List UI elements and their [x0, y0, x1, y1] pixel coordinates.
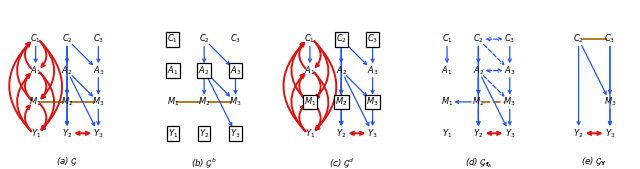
Text: $C_2$: $C_2$ — [61, 33, 72, 45]
Text: (b) $\mathcal{G}^b$: (b) $\mathcal{G}^b$ — [191, 156, 217, 169]
Text: $A_2$: $A_2$ — [61, 64, 73, 77]
Text: $A_2$: $A_2$ — [335, 64, 347, 77]
Text: $M_3$: $M_3$ — [366, 96, 379, 108]
Text: $Y_2$: $Y_2$ — [336, 127, 346, 140]
Text: $Y_2$: $Y_2$ — [573, 127, 584, 140]
Text: $Y_1$: $Y_1$ — [31, 127, 41, 140]
Text: $A_2$: $A_2$ — [198, 64, 210, 77]
Text: $M_2$: $M_2$ — [61, 96, 73, 108]
Text: $M_2$: $M_2$ — [335, 96, 348, 108]
Text: $C_2$: $C_2$ — [573, 33, 584, 45]
Text: $M_2$: $M_2$ — [472, 96, 484, 108]
Text: $A_1$: $A_1$ — [167, 64, 179, 77]
Text: $M_3$: $M_3$ — [92, 96, 104, 108]
Text: $C_3$: $C_3$ — [604, 33, 616, 45]
Text: $C_3$: $C_3$ — [230, 33, 241, 45]
Text: $M_1$: $M_1$ — [29, 96, 42, 108]
Text: (d) $\mathcal{G}_{\mathbf{f}_A}$: (d) $\mathcal{G}_{\mathbf{f}_A}$ — [465, 156, 492, 169]
Text: $A_3$: $A_3$ — [367, 64, 378, 77]
Text: $M_1$: $M_1$ — [166, 96, 179, 108]
Text: $M_1$: $M_1$ — [441, 96, 453, 108]
Text: (a) $\mathcal{G}$: (a) $\mathcal{G}$ — [56, 156, 78, 168]
Text: $A_1$: $A_1$ — [442, 64, 452, 77]
Text: $M_2$: $M_2$ — [198, 96, 211, 108]
Text: $C_2$: $C_2$ — [473, 33, 484, 45]
Text: $C_1$: $C_1$ — [167, 33, 179, 45]
Text: $Y_3$: $Y_3$ — [605, 127, 615, 140]
Text: $Y_1$: $Y_1$ — [168, 127, 178, 140]
Text: $C_3$: $C_3$ — [93, 33, 104, 45]
Text: $A_3$: $A_3$ — [93, 64, 104, 77]
Text: $M_1$: $M_1$ — [304, 96, 316, 108]
Text: $Y_3$: $Y_3$ — [230, 127, 241, 140]
Text: $M_3$: $M_3$ — [229, 96, 242, 108]
Text: $C_3$: $C_3$ — [367, 33, 378, 45]
Text: $Y_1$: $Y_1$ — [305, 127, 315, 140]
Text: $Y_3$: $Y_3$ — [504, 127, 515, 140]
Text: $A_3$: $A_3$ — [504, 64, 515, 77]
Text: $C_2$: $C_2$ — [336, 33, 347, 45]
Text: $A_2$: $A_2$ — [473, 64, 484, 77]
Text: $Y_2$: $Y_2$ — [62, 127, 72, 140]
Text: $Y_2$: $Y_2$ — [473, 127, 484, 140]
Text: $A_1$: $A_1$ — [30, 64, 42, 77]
Text: $C_2$: $C_2$ — [198, 33, 210, 45]
Text: $M_3$: $M_3$ — [604, 96, 616, 108]
Text: $C_1$: $C_1$ — [442, 33, 452, 45]
Text: $C_1$: $C_1$ — [305, 33, 316, 45]
Text: $C_1$: $C_1$ — [30, 33, 41, 45]
Text: $A_3$: $A_3$ — [230, 64, 241, 77]
Text: $Y_3$: $Y_3$ — [367, 127, 378, 140]
Text: $Y_2$: $Y_2$ — [199, 127, 209, 140]
Text: (c) $\mathcal{G}^d$: (c) $\mathcal{G}^d$ — [329, 156, 354, 169]
Text: $A_1$: $A_1$ — [304, 64, 316, 77]
Text: $M_3$: $M_3$ — [504, 96, 516, 108]
Text: (e) $\mathcal{G}_{\mathbf{Y}}$: (e) $\mathcal{G}_{\mathbf{Y}}$ — [581, 156, 607, 168]
Text: $Y_3$: $Y_3$ — [93, 127, 104, 140]
Text: $C_3$: $C_3$ — [504, 33, 515, 45]
Text: $Y_1$: $Y_1$ — [442, 127, 452, 140]
